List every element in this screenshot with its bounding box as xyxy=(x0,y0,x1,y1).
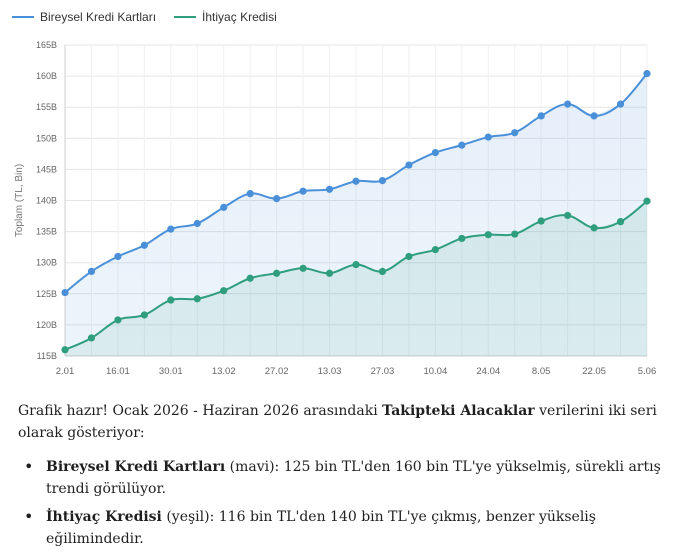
series-2-point xyxy=(458,234,466,243)
series-1-point xyxy=(484,133,492,141)
series-1-point xyxy=(431,149,439,157)
series-1-point xyxy=(220,203,228,211)
series-2-point xyxy=(643,197,651,205)
legend-swatch-series-1 xyxy=(12,16,34,18)
series-2-point xyxy=(405,252,413,261)
series-2-point xyxy=(273,269,281,277)
series-2-point xyxy=(114,316,122,324)
series-2-point xyxy=(61,346,69,354)
series-2-point xyxy=(564,211,572,220)
x-tick-label: 5.06 xyxy=(638,366,657,377)
list-item-bold: İhtiyaç Kredisi xyxy=(46,509,162,525)
y-tick-label: 140B xyxy=(36,196,57,206)
x-tick-label: 22.05 xyxy=(582,366,606,377)
series-1-point xyxy=(616,100,625,108)
series-2-point xyxy=(537,217,545,225)
y-tick-label: 160B xyxy=(36,71,57,81)
legend-item-series-1[interactable]: Bireysel Kredi Kartları xyxy=(12,10,156,24)
list-item-bold: Bireysel Kredi Kartları xyxy=(46,459,226,475)
x-tick-label: 24.04 xyxy=(476,366,500,377)
series-1-point xyxy=(193,219,201,228)
y-tick-label: 155B xyxy=(36,102,57,112)
series-2-point xyxy=(484,231,492,239)
series-2-point xyxy=(87,334,96,342)
series-2-point xyxy=(167,296,175,304)
x-tick-label: 13.03 xyxy=(318,366,342,377)
x-tick-label: 30.01 xyxy=(159,366,183,377)
line-chart: 115B 120B 125B 130B 135B 140B 145B 150B 155B 160B… xyxy=(14,40,657,377)
series-2-point xyxy=(352,260,360,269)
series-1-point xyxy=(299,187,307,195)
legend-label-series-2: İhtiyaç Kredisi xyxy=(202,10,277,24)
legend-swatch-series-2 xyxy=(174,16,197,18)
series-2-point xyxy=(325,269,334,277)
y-tick-label: 150B xyxy=(36,133,57,143)
y-tick-label: 130B xyxy=(36,258,57,268)
series-2-point xyxy=(431,246,439,254)
series-2-point xyxy=(246,274,254,282)
intro-text-a: Grafik hazır! Ocak 2026 - Haziran 2026 a… xyxy=(18,403,383,419)
chart-legend: Bireysel Kredi Kartları İhtiyaç Kredisi xyxy=(12,10,277,24)
series-1-point xyxy=(564,100,572,108)
y-axis-label: Toplam (TL, Bin) xyxy=(14,164,25,237)
series-1-point xyxy=(140,241,148,249)
intro-paragraph: Grafik hazır! Ocak 2026 - Haziran 2026 a… xyxy=(18,400,668,444)
legend-item-series-2[interactable]: İhtiyaç Kredisi xyxy=(174,10,277,24)
series-1-point xyxy=(352,177,360,185)
y-tick-label: 115B xyxy=(37,351,57,361)
series-1-point xyxy=(114,252,122,261)
series-1-point xyxy=(643,70,651,78)
series-2-point xyxy=(590,224,598,232)
series-1-point xyxy=(325,185,334,193)
series-1-point xyxy=(511,129,519,137)
series-2-point xyxy=(299,264,307,272)
legend-label-series-1: Bireysel Kredi Kartları xyxy=(40,10,157,24)
x-tick-label: 10.04 xyxy=(423,366,447,377)
x-tick-label: 27.02 xyxy=(265,366,289,377)
series-2-point xyxy=(616,218,625,226)
y-tick-label: 135B xyxy=(36,227,57,237)
series-1-point xyxy=(87,267,96,276)
y-tick-label: 120B xyxy=(36,320,57,330)
y-tick-label: 165B xyxy=(36,40,57,50)
series-2-point xyxy=(378,267,387,276)
series-2-point xyxy=(140,311,148,319)
x-tick-label: 2.01 xyxy=(56,366,75,377)
intro-bold: Takipteki Alacaklar xyxy=(382,403,535,419)
series-1-point xyxy=(405,161,413,169)
list-item: Bireysel Kredi Kartları (mavi): 125 bin … xyxy=(18,456,668,500)
series-1-point xyxy=(273,195,281,203)
intro-text-b: verilerini iki seri olarak gösteriyor: xyxy=(18,403,657,441)
series-1-point xyxy=(537,112,545,120)
summary-list: Bireysel Kredi Kartları (mavi): 125 bin … xyxy=(18,456,668,550)
x-tick-label: 13.02 xyxy=(212,366,236,377)
x-tick-label: 16.01 xyxy=(106,366,130,377)
series-1-point xyxy=(246,190,254,198)
chart-container: Bireysel Kredi Kartları İhtiyaç Kredisi … xyxy=(12,10,657,377)
y-tick-label: 125B xyxy=(36,289,57,299)
series-2-point xyxy=(220,287,228,295)
response-text: Grafik hazır! Ocak 2026 - Haziran 2026 a… xyxy=(18,400,668,556)
series-1-point xyxy=(590,112,598,120)
x-tick-label: 8.05 xyxy=(532,366,551,377)
series-1-point xyxy=(61,288,69,297)
series-2-area xyxy=(65,201,647,356)
series-2-point xyxy=(193,295,201,303)
x-tick-label: 27.03 xyxy=(371,366,395,377)
series-1-point xyxy=(167,225,175,233)
list-item-text: (mavi): 125 bin TL'den 160 bin TL'ye yük… xyxy=(46,459,661,497)
series-1-point xyxy=(458,141,466,149)
list-item: İhtiyaç Kredisi (yeşil): 116 bin TL'den … xyxy=(18,506,668,550)
series-1-point xyxy=(378,176,387,185)
series-2-point xyxy=(511,230,519,238)
y-tick-label: 145B xyxy=(36,164,57,174)
